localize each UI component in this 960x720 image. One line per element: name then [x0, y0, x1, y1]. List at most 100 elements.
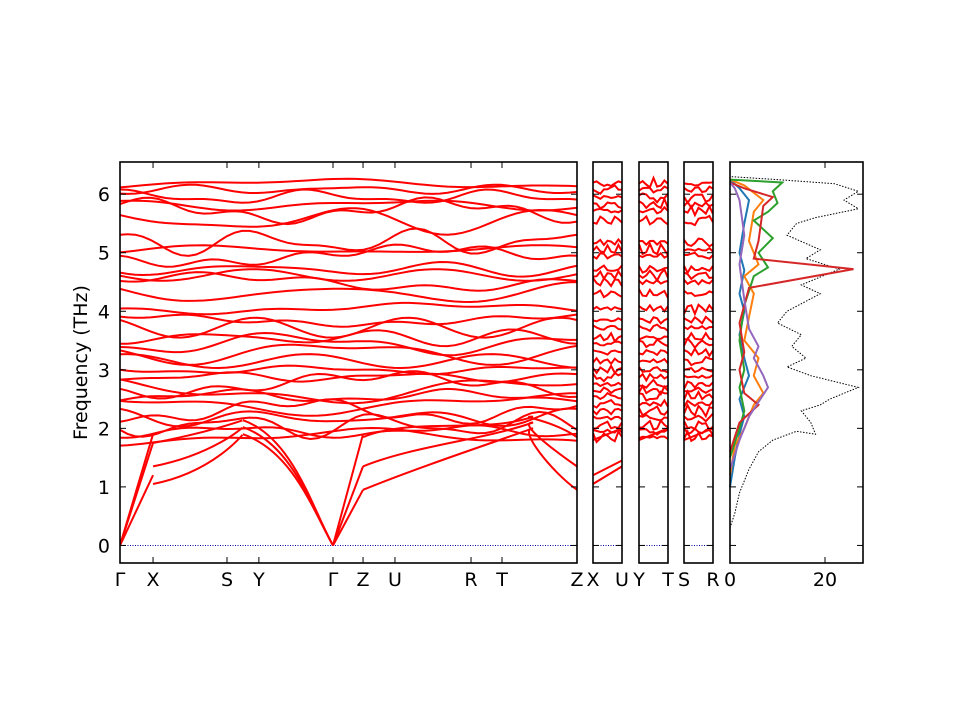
high-symmetry-label: R	[706, 569, 719, 591]
panel-frame-main	[119, 161, 578, 564]
phonon-band	[684, 331, 713, 341]
phonon-band	[593, 381, 622, 388]
phonon-band	[120, 188, 577, 204]
phonon-band	[639, 405, 668, 417]
phonon-band	[684, 346, 713, 358]
acoustic-branch	[120, 474, 154, 546]
phonon-band	[593, 184, 622, 195]
acoustic-branch	[332, 433, 364, 546]
phonon-band	[639, 251, 668, 259]
acoustic-branch	[152, 418, 334, 546]
phonon-band	[639, 413, 668, 422]
phonon-band	[684, 204, 713, 218]
acoustic-branch	[332, 489, 364, 546]
phonon-band	[639, 435, 668, 440]
phonon-band	[639, 196, 668, 210]
phonon-band	[120, 244, 577, 254]
high-symmetry-label: S	[221, 569, 233, 591]
high-symmetry-label: Y	[632, 569, 645, 591]
phonon-band	[120, 313, 577, 328]
phonon-band	[684, 246, 713, 253]
phonon-band	[593, 324, 622, 331]
phonon-band	[684, 315, 713, 325]
y-tick-label: 0	[98, 535, 110, 557]
high-symmetry-label: Y	[252, 569, 265, 591]
phonon-band	[684, 374, 713, 379]
acoustic-branch	[593, 427, 622, 441]
phonon-band	[120, 260, 577, 278]
phonon-band	[639, 323, 668, 333]
phonon-band	[120, 331, 577, 357]
acoustic-branch	[362, 427, 577, 491]
panel-frame-p4	[683, 161, 714, 564]
phonon-band	[684, 237, 713, 248]
phonon-band	[593, 331, 622, 344]
phonon-band	[593, 215, 622, 225]
phonon-band	[593, 398, 622, 409]
phonon-band	[120, 424, 577, 439]
phonon-band	[593, 252, 622, 260]
phonon-band	[639, 398, 668, 408]
acoustic-branch	[593, 465, 622, 485]
phonon-band	[684, 181, 713, 187]
phonon-band	[593, 371, 622, 383]
high-symmetry-label: S	[678, 569, 690, 591]
y-tick-label: 5	[98, 243, 110, 265]
phonon-band	[593, 391, 622, 401]
phonon-band	[639, 175, 668, 189]
y-axis-title: Frequency (THz)	[70, 285, 92, 440]
phonon-band	[120, 392, 577, 417]
phonon-band	[639, 185, 668, 194]
phonon-band	[593, 207, 622, 214]
phonon-band	[120, 281, 577, 304]
phonon-band	[593, 237, 622, 247]
high-symmetry-label: U	[388, 569, 402, 591]
high-symmetry-label: U	[615, 569, 629, 591]
phonon-band	[639, 214, 668, 226]
bands-p4	[684, 181, 713, 546]
phonon-band	[593, 386, 622, 395]
phonon-band	[593, 194, 622, 200]
phonon-band	[593, 276, 622, 288]
phonon-band	[684, 386, 713, 394]
phonon-band	[120, 371, 577, 384]
phonon-band	[593, 407, 622, 416]
phonon-band	[593, 317, 622, 323]
acoustic-branch	[362, 415, 577, 439]
phonon-band	[684, 380, 713, 390]
phonon-band	[639, 383, 668, 397]
phonon-band	[684, 290, 713, 298]
phonon-band	[639, 239, 668, 247]
y-tick-label: 4	[98, 301, 110, 323]
acoustic-branch	[639, 427, 668, 441]
phonon-band	[684, 336, 713, 350]
phonon-band	[120, 271, 577, 292]
high-symmetry-label: X	[147, 569, 160, 591]
acoustic-branch	[120, 433, 154, 546]
phonon-band	[684, 271, 713, 281]
y-tick-label: 2	[98, 418, 110, 440]
phonon-band	[120, 183, 577, 195]
phonon-band	[120, 207, 577, 236]
phonon-band	[684, 412, 713, 423]
phonon-band	[684, 429, 713, 443]
phonon-band	[593, 363, 622, 375]
high-symmetry-label: T	[661, 569, 674, 591]
phonon-band	[593, 356, 622, 366]
acoustic-branch	[362, 421, 577, 468]
phonon-band	[639, 241, 668, 256]
bands-p3	[639, 175, 668, 546]
bands-main	[120, 177, 577, 546]
phonon-band	[120, 199, 577, 212]
acoustic-branch	[593, 459, 622, 477]
high-symmetry-label: R	[464, 569, 477, 591]
phonon-band	[120, 177, 577, 189]
phonon-band	[684, 264, 713, 275]
phonon-band	[593, 264, 622, 272]
phonon-band	[684, 214, 713, 227]
phonon-band	[684, 355, 713, 367]
partial-dos-curve	[729, 181, 854, 453]
bands-p2	[593, 180, 622, 546]
phonon-band	[120, 196, 577, 226]
